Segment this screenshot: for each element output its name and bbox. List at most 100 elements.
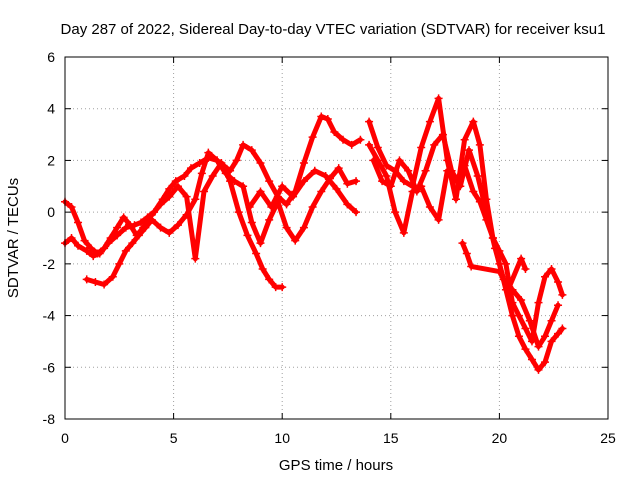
x-tick-label: 0 bbox=[61, 430, 69, 446]
grid-lines bbox=[65, 57, 608, 419]
data-point-marker bbox=[171, 177, 180, 186]
data-point-marker bbox=[258, 265, 267, 274]
data-point-marker bbox=[541, 358, 550, 367]
data-point-marker bbox=[310, 166, 319, 175]
data-point-marker bbox=[173, 182, 182, 191]
data-point-marker bbox=[191, 195, 200, 204]
data-point-marker bbox=[299, 159, 308, 168]
data-point-marker bbox=[256, 187, 265, 196]
data-point-marker bbox=[265, 177, 274, 186]
data-point-marker bbox=[491, 244, 500, 253]
data-point-marker bbox=[278, 182, 287, 191]
data-point-marker bbox=[495, 267, 504, 276]
data-point-marker bbox=[517, 296, 526, 305]
data-point-marker bbox=[265, 275, 274, 284]
plot-frame bbox=[64, 56, 609, 420]
data-point-marker bbox=[87, 244, 96, 253]
x-tick-label: 20 bbox=[492, 430, 508, 446]
data-point-marker bbox=[425, 202, 434, 211]
chart-title: Day 287 of 2022, Sidereal Day-to-day VTE… bbox=[61, 21, 606, 38]
y-tick-label: -8 bbox=[43, 411, 56, 427]
data-point-marker bbox=[458, 239, 467, 248]
axis-tick-labels: 0 5 10 15 20 25 -8 -6 -4 -2 0 2 4 6 bbox=[43, 49, 616, 446]
data-point-marker bbox=[391, 208, 400, 217]
y-tick-label: -4 bbox=[43, 308, 56, 324]
data-point-marker bbox=[91, 277, 100, 286]
data-point-marker bbox=[508, 311, 517, 320]
data-point-marker bbox=[80, 236, 89, 245]
data-point-marker bbox=[121, 223, 130, 232]
data-point-marker bbox=[382, 171, 391, 180]
data-point-marker bbox=[191, 254, 200, 263]
data-point-marker bbox=[89, 252, 98, 261]
data-point-marker bbox=[534, 365, 543, 374]
data-point-marker bbox=[547, 337, 556, 346]
data-point-marker bbox=[239, 182, 248, 191]
data-point-marker bbox=[339, 135, 348, 144]
data-point-marker bbox=[334, 164, 343, 173]
data-point-marker bbox=[404, 166, 413, 175]
data-point-marker bbox=[213, 156, 222, 165]
y-tick-label: 4 bbox=[47, 101, 55, 117]
data-point-marker bbox=[245, 202, 254, 211]
data-point-marker bbox=[417, 143, 426, 152]
data-point-marker bbox=[399, 228, 408, 237]
data-point-marker bbox=[243, 231, 252, 240]
data-point-marker bbox=[239, 140, 248, 149]
data-point-marker bbox=[113, 223, 122, 232]
data-point-marker bbox=[499, 275, 508, 284]
data-point-marker bbox=[356, 135, 365, 144]
data-point-marker bbox=[121, 246, 130, 255]
data-point-marker bbox=[434, 215, 443, 224]
data-point-marker bbox=[386, 182, 395, 191]
data-point-marker bbox=[93, 249, 102, 258]
data-point-marker bbox=[234, 208, 243, 217]
data-point-marker bbox=[467, 262, 476, 271]
series-track-a bbox=[61, 112, 365, 261]
data-point-marker bbox=[521, 345, 530, 354]
data-point-marker bbox=[204, 148, 213, 157]
data-point-marker bbox=[517, 254, 526, 263]
data-point-marker bbox=[373, 143, 382, 152]
data-point-marker bbox=[119, 213, 128, 222]
data-point-marker bbox=[330, 127, 339, 136]
data-point-marker bbox=[265, 215, 274, 224]
x-tick-label: 5 bbox=[170, 430, 178, 446]
data-point-marker bbox=[541, 332, 550, 341]
series-track-c bbox=[82, 148, 361, 289]
data-point-marker bbox=[343, 200, 352, 209]
data-point-marker bbox=[299, 177, 308, 186]
data-point-marker bbox=[186, 164, 195, 173]
data-point-marker bbox=[462, 249, 471, 258]
data-point-marker bbox=[308, 133, 317, 142]
data-point-marker bbox=[256, 159, 265, 168]
data-point-marker bbox=[82, 246, 91, 255]
data-point-marker bbox=[291, 236, 300, 245]
data-point-marker bbox=[323, 115, 332, 124]
x-tick-label: 10 bbox=[274, 430, 290, 446]
data-point-marker bbox=[278, 283, 287, 292]
data-point-marker bbox=[365, 140, 374, 149]
y-tick-label: 0 bbox=[47, 204, 55, 220]
data-series bbox=[61, 94, 567, 374]
data-point-marker bbox=[182, 210, 191, 219]
data-point-marker bbox=[412, 187, 421, 196]
data-point-marker bbox=[128, 239, 137, 248]
data-point-marker bbox=[165, 228, 174, 237]
data-point-marker bbox=[504, 285, 513, 294]
series-track-d bbox=[365, 94, 567, 346]
data-point-marker bbox=[547, 265, 556, 274]
data-point-marker bbox=[147, 215, 156, 224]
data-point-marker bbox=[67, 234, 76, 242]
data-point-marker bbox=[438, 130, 447, 139]
axis-ticks bbox=[64, 56, 609, 420]
y-axis-title: SDTVAR / TECUs bbox=[5, 178, 22, 298]
data-point-marker bbox=[332, 184, 341, 193]
data-point-marker bbox=[451, 195, 460, 204]
data-point-marker bbox=[173, 221, 182, 230]
data-point-marker bbox=[141, 223, 150, 232]
y-tick-label: -6 bbox=[43, 359, 56, 375]
data-point-marker bbox=[460, 135, 469, 144]
data-point-marker bbox=[421, 166, 430, 175]
data-point-marker bbox=[554, 301, 563, 310]
